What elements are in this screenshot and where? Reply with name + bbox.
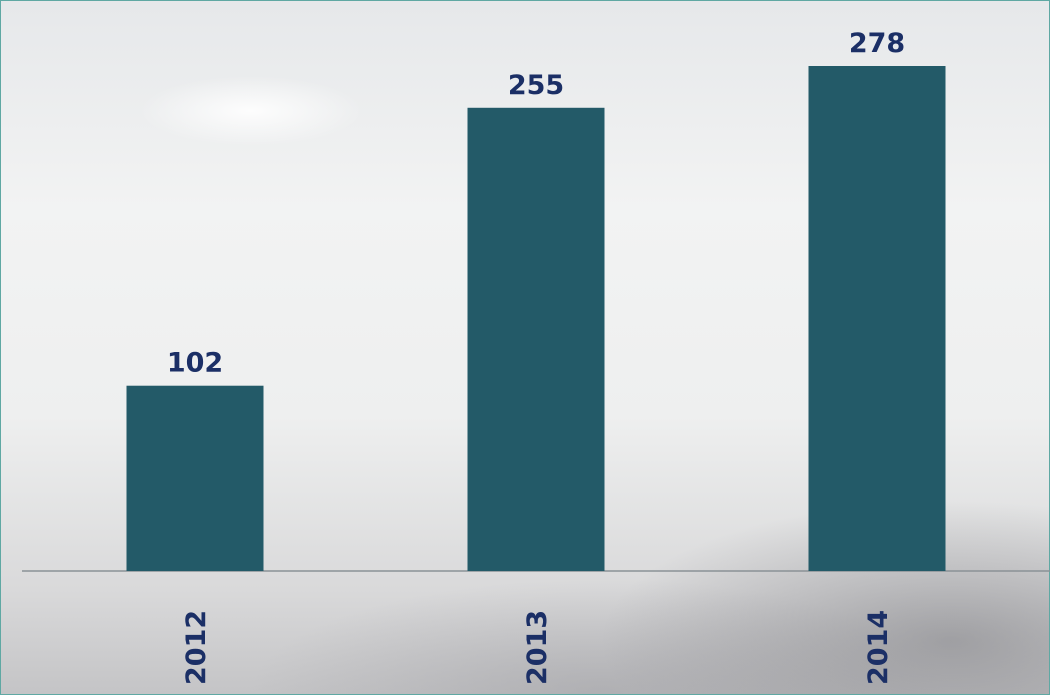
data-label: 278 (849, 28, 905, 59)
chart: 102 2012 255 2013 278 2014 (0, 0, 1050, 695)
x-tick-label: 2012 (181, 610, 212, 685)
bar (127, 386, 264, 571)
x-tick-label: 2013 (522, 610, 553, 685)
data-label: 255 (508, 70, 564, 101)
data-label: 102 (167, 348, 223, 379)
bar (809, 66, 946, 571)
bar (468, 108, 605, 571)
x-tick-label: 2014 (863, 610, 894, 685)
